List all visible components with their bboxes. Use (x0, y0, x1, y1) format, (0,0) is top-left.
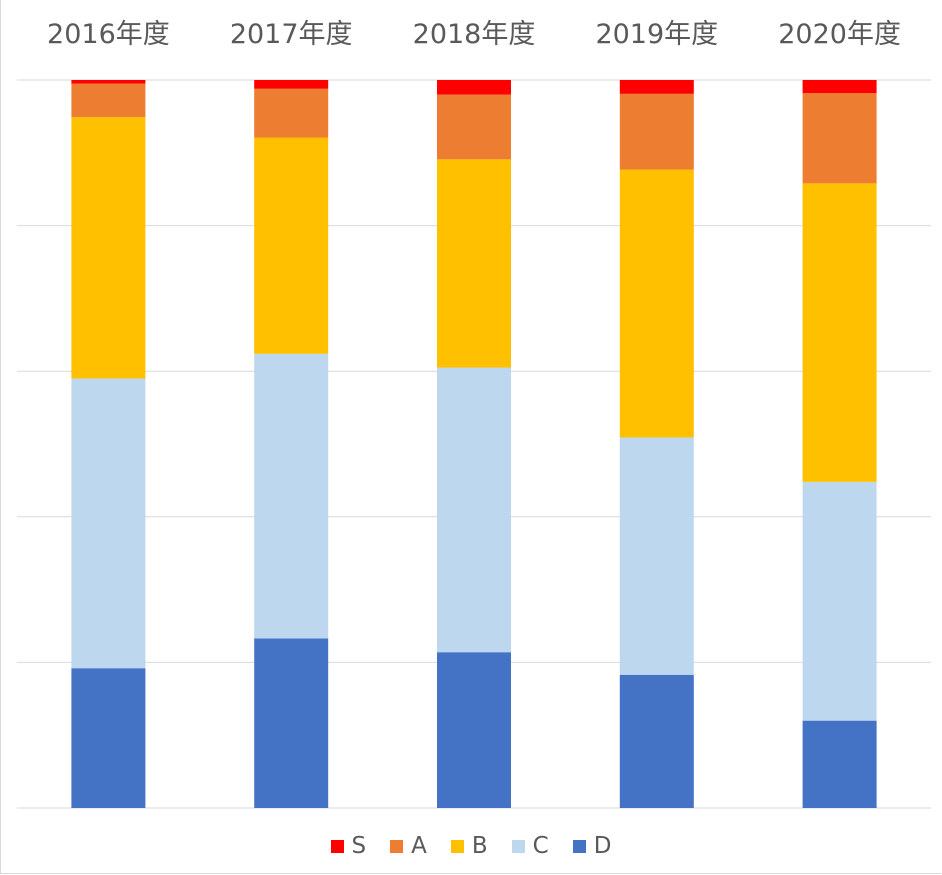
category-label: 2020年度 (778, 19, 901, 50)
category-label: 2016年度 (47, 19, 170, 50)
bar-segment-d (71, 668, 146, 808)
bar-segment-a (437, 94, 511, 160)
bar-segment-b (802, 183, 877, 482)
legend-item-d: D (572, 833, 612, 859)
bar-segment-a (254, 88, 329, 138)
bar-segment-s (71, 80, 146, 84)
bar-segment-d (802, 720, 877, 808)
legend-swatch (511, 839, 525, 853)
bar-segment-c (254, 353, 329, 639)
bar-segment-c (71, 378, 146, 669)
legend-swatch (450, 839, 464, 853)
legend-label: C (532, 833, 549, 859)
legend-swatch (572, 839, 586, 853)
legend-label: B (471, 833, 488, 859)
bar-segment-a (619, 93, 694, 170)
legend-item-c: C (511, 833, 549, 859)
bar-segment-c (619, 437, 694, 675)
stacked-bar-chart: 2016年度 2017年度 2018年度 2019年度 2020年度 (17, 19, 931, 809)
bar-segment-b (619, 169, 694, 438)
legend-label: A (411, 833, 427, 859)
bar-segment-s (437, 80, 511, 95)
category-label: 2017年度 (230, 19, 353, 50)
legend-label: S (351, 833, 367, 859)
category-label: 2018年度 (413, 19, 536, 50)
bar-segment-a (71, 83, 146, 118)
bar-segment-s (802, 80, 877, 94)
bar-segment-b (254, 137, 329, 354)
bar-segment-a (802, 93, 877, 184)
bar-segment-d (254, 638, 329, 808)
bar-segment-s (619, 80, 694, 94)
legend-item-s: S (330, 833, 367, 859)
legend-swatch (330, 839, 344, 853)
bar-segment-d (437, 652, 511, 808)
bar-segment-b (437, 159, 511, 368)
legend-item-b: B (450, 833, 488, 859)
category-label: 2019年度 (595, 19, 718, 50)
bar-segment-s (254, 80, 329, 89)
bar-segment-b (71, 117, 146, 379)
bar-segment-d (619, 674, 694, 808)
legend-item-a: A (390, 833, 427, 859)
legend-label: D (593, 833, 612, 859)
bar-segment-c (437, 367, 511, 653)
legend-swatch (390, 839, 404, 853)
bar-segment-c (802, 481, 877, 721)
